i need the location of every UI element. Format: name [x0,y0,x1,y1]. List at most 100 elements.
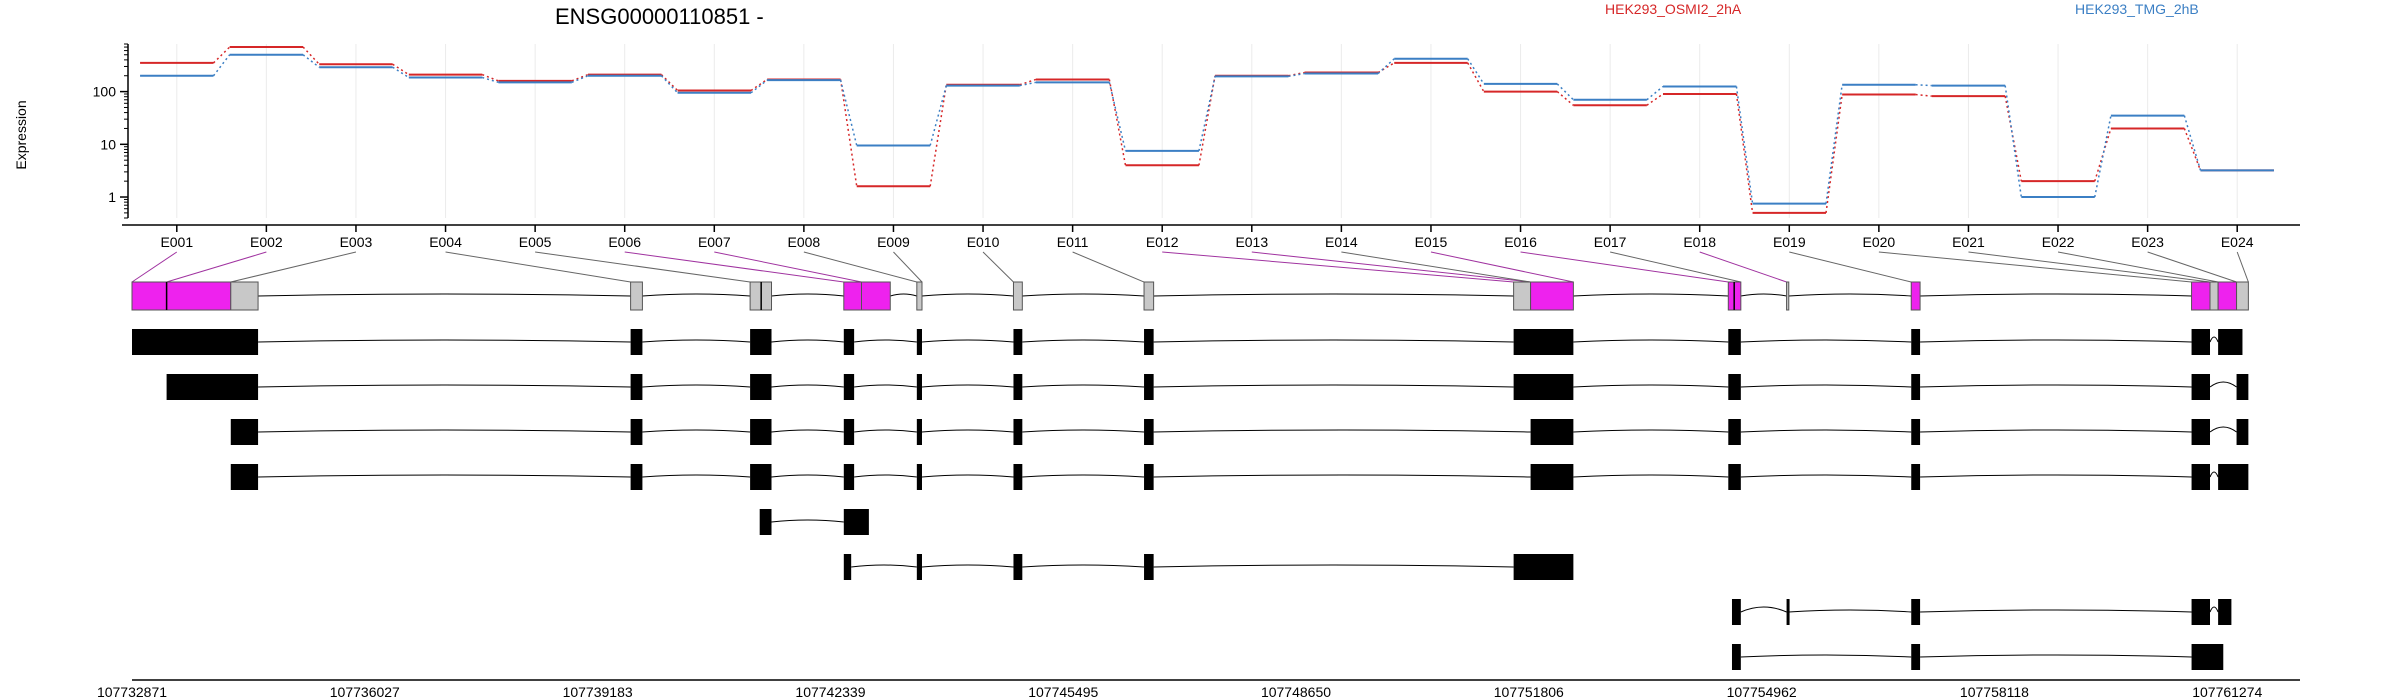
transcript-2-intron-5 [921,384,1014,388]
series-1-connector-10 [1019,78,1037,86]
transcript-1-exon-2 [630,329,643,355]
genomic-tick-label-107732871: 107732871 [97,684,167,700]
connector-e017 [1610,251,1741,283]
exon-tick-label-e017: E017 [1594,234,1627,250]
exon-tick-label-e011: E011 [1057,234,1089,250]
transcript-7-exon-5 [2218,599,2232,625]
connector-e006 [624,251,844,283]
series-2-connector-15 [1467,58,1485,85]
transcript-5-exon-1 [759,509,772,535]
transcript-4-exon-8 [1530,464,1574,490]
transcript-5 [759,509,869,535]
transcript-4-intron-9 [1740,474,1912,478]
transcript-2-exon-11 [2191,374,2211,400]
connector-e009 [893,251,923,283]
connector-e014 [1341,251,1531,283]
transcript-1-exon-10 [1911,329,1921,355]
transcript-4-intron-4 [854,474,917,478]
transcript-1-intron-10 [1920,339,2192,343]
transcript-3-intron-5 [921,429,1014,433]
series-1-connector-20 [1915,93,1932,97]
transcript-3-exon-11 [2191,419,2211,445]
transcript-3-intron-7 [1153,429,1531,433]
transcript-3-intron-6 [1022,429,1145,433]
gene-model-exon-7 [861,281,891,311]
genomic-tick-label-107742339: 107742339 [795,684,865,700]
transcript-1-exon-6 [1013,329,1023,355]
exon-tick-label-e004: E004 [429,234,462,250]
transcript-3-exon-1 [230,419,259,445]
series-2-connector-9 [929,85,948,146]
transcript-4-intron-10 [1920,474,2192,478]
transcript-4-exon-2 [630,464,643,490]
connector-e011 [1072,251,1145,283]
exon-tick-label-e024: E024 [2221,234,2254,250]
gene-model-exon-17 [2209,281,2219,311]
transcript-6-intron-2 [921,564,1014,568]
transcript-6-exon-1 [843,554,852,580]
transcript-1-exon-8 [1513,329,1574,355]
transcript-1-exon-5 [916,329,922,355]
exon-tick-label-e023: E023 [2131,234,2164,250]
transcript-5-intron-1 [771,519,844,523]
gene-model-exon-1 [131,281,168,311]
series-1-connector-6 [660,74,679,92]
series-1-connector-1 [212,46,231,64]
transcript-2-exon-8 [1513,374,1574,400]
series-1-connector-8 [839,79,858,187]
transcript-1-intron-4 [854,339,917,343]
transcript-2-intron-6 [1022,384,1145,388]
transcript-1-intron-3 [771,339,844,343]
y-tick-label-1: 1 [108,189,116,205]
transcript-4-exon-5 [916,464,922,490]
gene-model-intron-14 [1788,293,1912,297]
gene-model-intron-5 [771,293,844,297]
series-1-connector-2 [302,46,320,65]
transcript-2-exon-4 [843,374,855,400]
gene-model-exon-18 [2217,281,2238,311]
series-2-connector-6 [660,75,679,94]
legend-entry-series-2: HEK293_TMG_2hB [2075,1,2199,17]
transcript-8-exon-3 [2191,644,2224,670]
connector-e008 [803,251,917,283]
exon-tick-label-e016: E016 [1504,234,1537,250]
transcript-2-exon-3 [750,374,772,400]
exon-tick-label-e020: E020 [1863,234,1896,250]
exon-connector-lines [131,251,2249,283]
transcript-2-intron-11 [2209,381,2237,388]
legend-entry-series-1: HEK293_OSMI2_2hA [1605,1,1742,17]
series-2-connector-10 [1019,81,1037,87]
transcript-3-intron-4 [854,429,917,433]
y-tick-label-100: 100 [93,84,117,100]
transcript-2-exon-1 [166,374,259,400]
series-2-connector-12 [1198,76,1216,152]
transcript-6 [843,554,1574,580]
transcript-4-intron-11 [2209,471,2219,478]
transcript-6-exon-2 [916,554,922,580]
genomic-tick-label-107739183: 107739183 [563,684,633,700]
transcript-3-exon-8 [1530,419,1574,445]
connector-e024 [2236,251,2249,283]
transcript-3 [230,419,2249,445]
transcript-1-exon-7 [1144,329,1154,355]
transcript-7-exon-1 [1731,599,1741,625]
transcript-3-intron-3 [771,429,844,433]
transcript-4-exon-12 [2218,464,2249,490]
gene-model-exon-12 [1530,281,1574,311]
gene-model-intron-8 [921,293,1014,297]
exon-tick-label-e001: E001 [160,234,193,250]
transcript-7-intron-1 [1740,606,1787,613]
transcript-2-intron-9 [1740,384,1912,388]
gene-model-intron-4 [642,293,751,297]
transcript-2-exon-10 [1911,374,1921,400]
connector-e022 [2057,251,2219,283]
series-2-connector-18 [1735,86,1754,204]
series-1-connector-7 [750,78,768,92]
transcript-4-intron-7 [1153,474,1531,478]
exon-tick-label-e012: E012 [1146,234,1179,250]
transcript-4-exon-1 [230,464,259,490]
transcript-7-intron-4 [2209,606,2219,613]
series-1-connector-4 [482,73,499,82]
series-2-connector-20 [1915,83,1932,87]
transcript-2-exon-5 [916,374,922,400]
